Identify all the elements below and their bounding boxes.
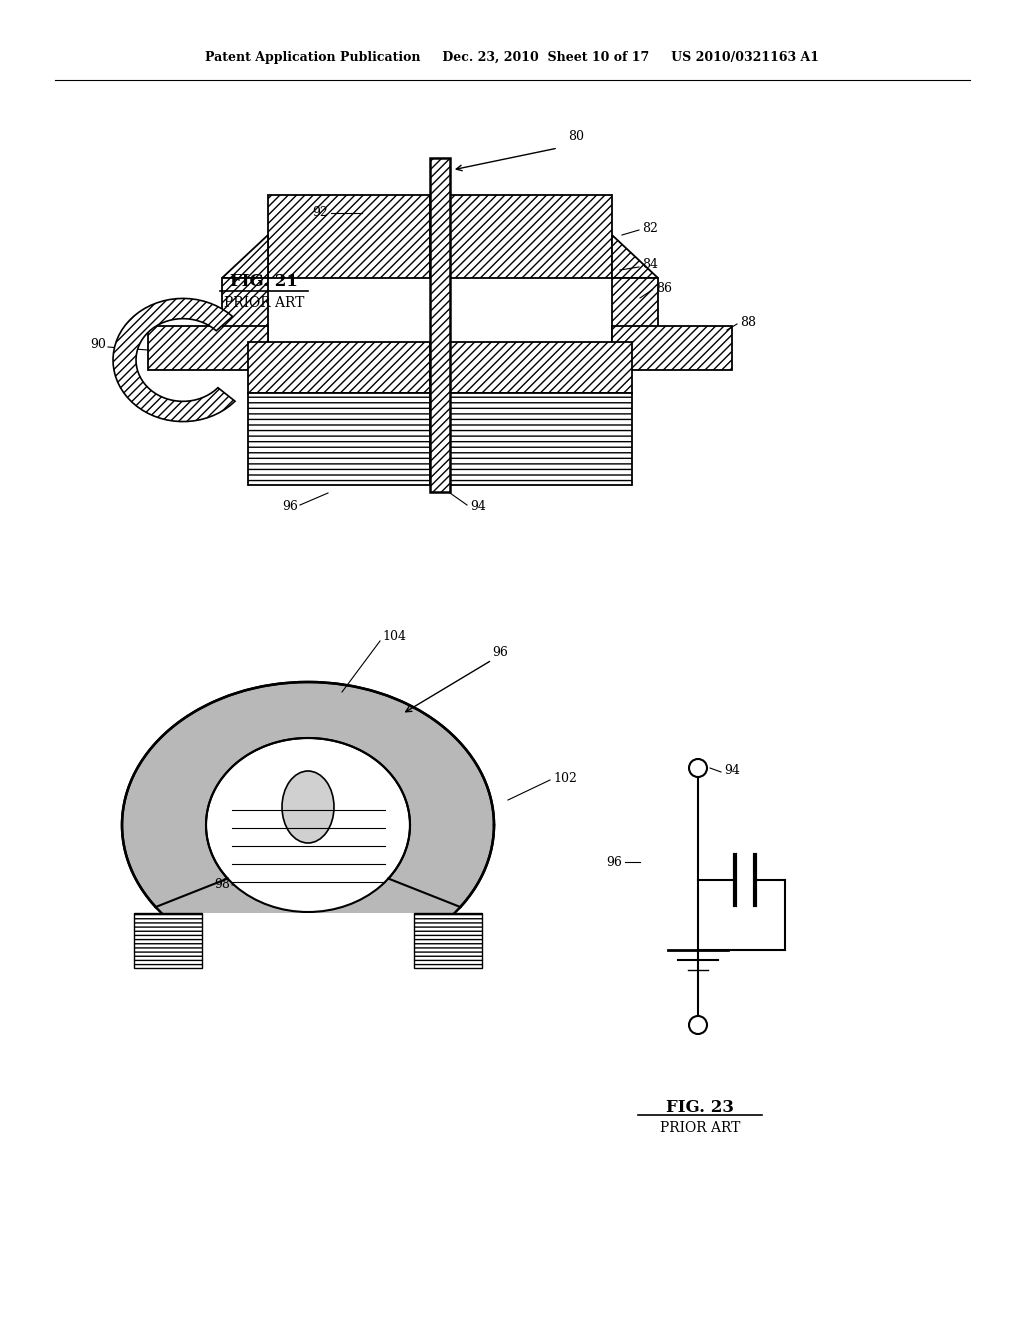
Text: 90: 90 [90, 338, 106, 351]
Bar [134, 913, 202, 968]
Polygon shape [450, 195, 612, 279]
Polygon shape [248, 342, 430, 393]
Polygon shape [612, 235, 658, 279]
Text: FIG. 22: FIG. 22 [271, 1003, 339, 1020]
Text: 96: 96 [606, 855, 622, 869]
Text: 96: 96 [283, 500, 298, 513]
Text: 88: 88 [740, 315, 756, 329]
Polygon shape [222, 235, 268, 279]
Polygon shape [612, 326, 732, 370]
Text: 98: 98 [214, 879, 230, 891]
Text: 80: 80 [568, 129, 584, 143]
Text: FIG. 21: FIG. 21 [230, 273, 298, 290]
Polygon shape [113, 298, 236, 421]
Polygon shape [450, 342, 632, 393]
Text: 84: 84 [642, 259, 658, 272]
Bar [414, 913, 482, 968]
Text: PRIOR ART: PRIOR ART [224, 296, 304, 310]
Polygon shape [450, 393, 632, 484]
Text: 92: 92 [312, 206, 328, 219]
Text: FIG. 23: FIG. 23 [666, 1098, 734, 1115]
Polygon shape [430, 158, 450, 492]
Text: 96: 96 [492, 645, 508, 659]
Text: PRIOR ART: PRIOR ART [265, 1027, 345, 1041]
Polygon shape [148, 326, 268, 370]
Text: 94: 94 [470, 500, 485, 513]
Circle shape [689, 1016, 707, 1034]
Text: 102: 102 [553, 771, 577, 784]
Text: PRIOR ART: PRIOR ART [659, 1121, 740, 1135]
Ellipse shape [122, 682, 494, 968]
Text: 86: 86 [656, 281, 672, 294]
Ellipse shape [282, 771, 334, 843]
Text: 100: 100 [350, 940, 374, 953]
Ellipse shape [206, 738, 410, 912]
Polygon shape [268, 195, 430, 279]
Circle shape [689, 759, 707, 777]
Bar [117, 913, 499, 1076]
Polygon shape [222, 279, 268, 342]
Polygon shape [612, 279, 658, 342]
Text: 104: 104 [382, 631, 406, 644]
Text: 82: 82 [642, 222, 657, 235]
Text: Patent Application Publication     Dec. 23, 2010  Sheet 10 of 17     US 2010/032: Patent Application Publication Dec. 23, … [205, 50, 819, 63]
Polygon shape [248, 393, 430, 484]
Text: 94: 94 [724, 763, 740, 776]
